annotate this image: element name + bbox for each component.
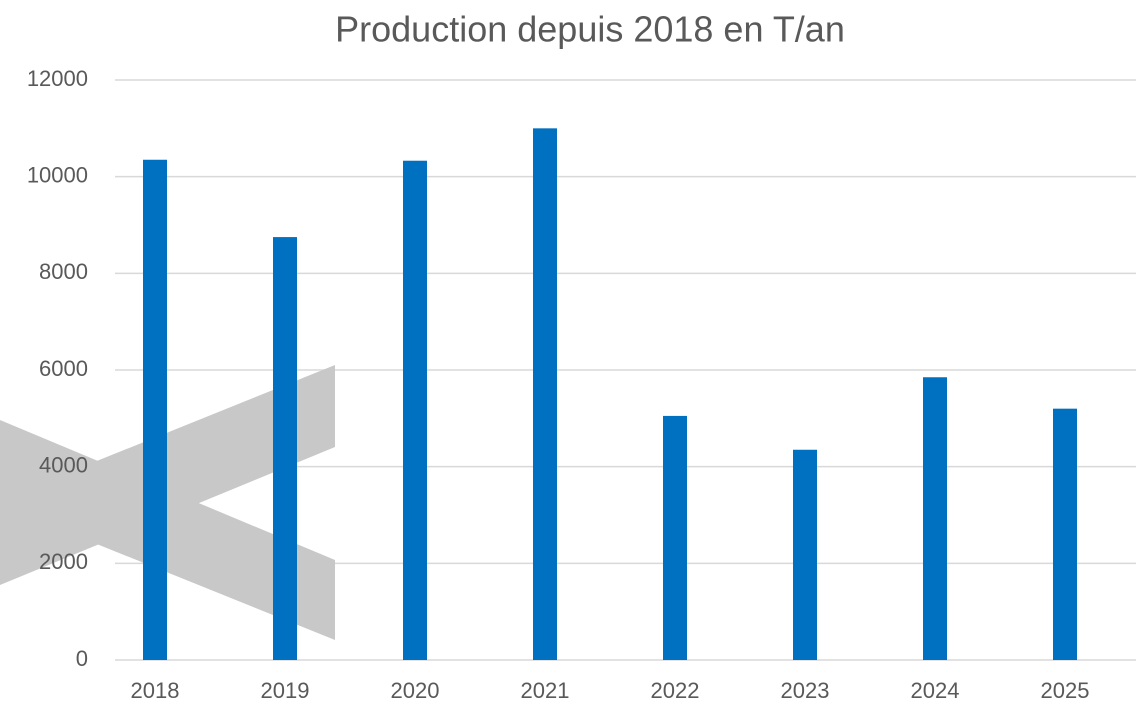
y-tick-label: 10000 (27, 162, 88, 187)
bar (663, 415, 687, 660)
bar (923, 377, 947, 660)
decoration (0, 365, 335, 640)
y-tick-label: 4000 (39, 452, 88, 477)
bar (793, 449, 817, 660)
y-tick-label: 0 (76, 646, 88, 671)
bar (1053, 408, 1077, 660)
bars (143, 128, 1077, 661)
x-tick-label: 2021 (521, 678, 570, 703)
bar (273, 237, 297, 661)
chart-title: Production depuis 2018 en T/an (335, 9, 845, 50)
bar (533, 128, 557, 661)
y-tick-label: 12000 (27, 66, 88, 91)
x-tick-label: 2023 (781, 678, 830, 703)
x-tick-label: 2022 (651, 678, 700, 703)
x-tick-label: 2020 (391, 678, 440, 703)
y-tick-label: 8000 (39, 259, 88, 284)
gray-band (0, 365, 335, 585)
y-tick-label: 2000 (39, 549, 88, 574)
x-tick-label: 2025 (1041, 678, 1090, 703)
y-tick-label: 6000 (39, 356, 88, 381)
bar (143, 159, 167, 660)
x-tick-label: 2019 (261, 678, 310, 703)
x-tick-label: 2018 (131, 678, 180, 703)
x-tick-label: 2024 (911, 678, 960, 703)
bar (403, 160, 427, 660)
